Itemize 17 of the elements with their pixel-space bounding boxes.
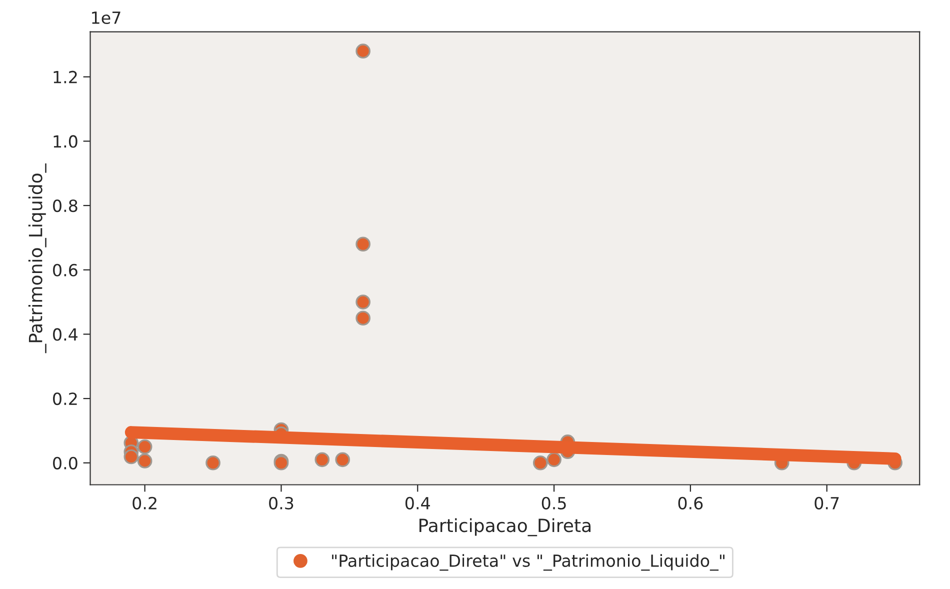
legend-label: "Participacao_Direta" vs "_Patrimonio_Liquido_"	[332, 554, 724, 571]
x-tick-label: 0.4	[405, 496, 430, 510]
y-axis-title: _Patrimonio_Liquido_	[28, 163, 46, 354]
y-tick-label: 0.0	[53, 456, 78, 470]
y-tick-label: 0.4	[53, 328, 78, 341]
text: 1e7	[92, 12, 120, 24]
x-tick-label: 0.2	[132, 496, 156, 510]
y-tick-label: 0.2	[53, 392, 77, 406]
x-tick-label: 0.7	[814, 496, 839, 510]
y-tick-label: 0.6	[53, 264, 78, 276]
y-tick-label: 1.2	[54, 70, 77, 84]
x-tick-label: 0.3	[269, 496, 294, 510]
x-tick-label: 0.5	[542, 496, 566, 510]
x-axis-title: Participacao_Direta	[420, 518, 590, 536]
y-tick-label: 0.8	[53, 199, 78, 212]
y-tick-label: 1.0	[54, 135, 78, 148]
x-tick-label: 0.6	[678, 496, 703, 510]
